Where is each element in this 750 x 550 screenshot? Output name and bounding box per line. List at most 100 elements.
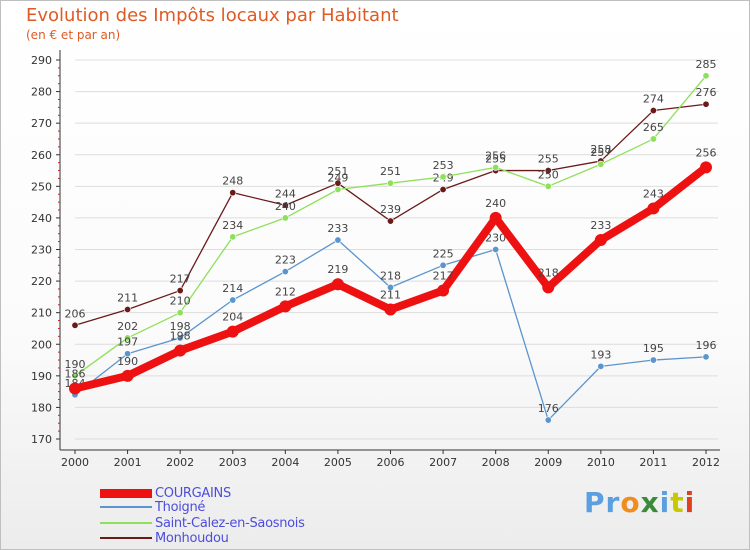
data-point-monhoudou — [229, 189, 237, 197]
legend-label: Saint-Calez-en-Saosnois — [155, 515, 305, 531]
y-tick-label: 200 — [31, 338, 52, 351]
x-tick-label: 2008 — [482, 456, 510, 469]
data-point-saint-calez-en-saosnois — [334, 185, 342, 193]
data-label-monhoudou: 276 — [696, 86, 717, 99]
legend-item-thoigne: Thoigné — [100, 499, 206, 515]
data-point-monhoudou — [176, 287, 184, 295]
legend-label: Thoigné — [155, 499, 206, 515]
data-point-saint-calez-en-saosnois — [439, 173, 447, 181]
data-label-courgains: 190 — [117, 355, 138, 368]
data-point-courgains — [69, 382, 81, 395]
data-label-thoign-: 197 — [117, 336, 138, 349]
data-label-courgains: 198 — [170, 330, 191, 343]
data-point-thoign- — [439, 261, 447, 269]
x-tick-label: 2001 — [114, 456, 142, 469]
data-point-saint-calez-en-saosnois — [124, 334, 132, 342]
data-point-monhoudou — [386, 217, 394, 225]
data-point-monhoudou — [702, 100, 710, 108]
x-tick-label: 2000 — [61, 456, 89, 469]
data-label-monhoudou: 255 — [538, 153, 559, 166]
x-tick-label: 2007 — [429, 456, 457, 469]
data-point-monhoudou — [544, 167, 552, 175]
data-label-monhoudou: 251 — [327, 165, 348, 178]
data-label-monhoudou: 274 — [643, 93, 664, 106]
data-point-saint-calez-en-saosnois — [71, 372, 79, 380]
legend-label: COURGAINS — [155, 485, 231, 501]
logo-part: t — [670, 486, 685, 519]
data-point-monhoudou — [649, 107, 657, 115]
y-tick-label: 260 — [31, 149, 52, 162]
data-label-thoign-: 176 — [538, 402, 559, 415]
data-label-thoign-: 196 — [696, 339, 717, 352]
data-point-saint-calez-en-saosnois — [702, 72, 710, 80]
legend-swatch — [100, 537, 152, 539]
data-label-thoign-: 195 — [643, 342, 664, 355]
data-label-saint-calez-en-saosnois: 249 — [327, 171, 348, 184]
data-point-courgains — [174, 344, 187, 357]
data-label-thoign-: 225 — [433, 247, 454, 260]
data-label-courgains: 212 — [275, 285, 296, 298]
data-point-saint-calez-en-saosnois — [544, 182, 552, 190]
x-tick-label: 2005 — [324, 456, 352, 469]
legend-swatch — [100, 488, 152, 498]
data-label-monhoudou: 248 — [222, 175, 243, 188]
data-point-thoign- — [386, 283, 394, 291]
logo-part: x — [640, 486, 660, 519]
data-label-saint-calez-en-saosnois: 202 — [117, 320, 138, 333]
data-label-courgains: 218 — [538, 266, 559, 279]
legend-item-monhoudou: Monhoudou — [100, 531, 229, 546]
y-tick-label: 250 — [31, 180, 52, 193]
data-point-thoign- — [649, 356, 657, 364]
data-point-saint-calez-en-saosnois — [229, 233, 237, 241]
data-label-saint-calez-en-saosnois: 210 — [170, 295, 191, 308]
x-tick-label: 2003 — [219, 456, 247, 469]
data-label-thoign-: 193 — [590, 348, 611, 361]
data-point-saint-calez-en-saosnois — [176, 309, 184, 317]
data-point-courgains — [594, 234, 607, 247]
x-tick-label: 2004 — [271, 456, 299, 469]
logo-part: i — [684, 486, 696, 519]
y-tick-label: 280 — [31, 86, 52, 99]
data-label-courgains: 204 — [222, 311, 243, 324]
data-label-courgains: 233 — [590, 219, 611, 232]
data-point-saint-calez-en-saosnois — [386, 179, 394, 187]
data-label-saint-calez-en-saosnois: 256 — [485, 149, 506, 162]
data-point-monhoudou — [439, 185, 447, 193]
data-label-monhoudou: 244 — [275, 187, 296, 200]
legend-swatch — [100, 506, 152, 508]
logo-part: o — [620, 486, 641, 519]
chart-subtitle: (en € et par an) — [26, 28, 121, 42]
data-label-monhoudou: 239 — [380, 203, 401, 216]
y-tick-label: 230 — [31, 244, 52, 257]
data-label-saint-calez-en-saosnois: 234 — [222, 219, 243, 232]
data-point-thoign- — [124, 350, 132, 358]
data-point-saint-calez-en-saosnois — [492, 163, 500, 171]
data-point-thoign- — [281, 268, 289, 276]
data-point-saint-calez-en-saosnois — [597, 160, 605, 168]
chart-title: Evolution des Impôts locaux par Habitant — [26, 5, 399, 26]
data-point-thoign- — [597, 362, 605, 370]
data-label-monhoudou: 217 — [170, 273, 191, 286]
data-point-monhoudou — [281, 201, 289, 209]
y-tick-label: 180 — [31, 401, 52, 414]
proxiti-logo: Proxiti — [584, 486, 695, 519]
data-point-courgains — [489, 211, 502, 224]
data-point-monhoudou — [124, 306, 132, 314]
data-label-thoign-: 223 — [275, 254, 296, 267]
data-point-courgains — [437, 284, 450, 297]
data-label-monhoudou: 255 — [485, 153, 506, 166]
data-label-monhoudou: 206 — [65, 307, 86, 320]
data-label-saint-calez-en-saosnois: 251 — [380, 165, 401, 178]
logo-part: i — [659, 486, 671, 519]
chart-plot: 170 180 190 200 210 220 230 240 250 260 270 280 290 2… — [31, 50, 720, 469]
legend-swatch — [100, 522, 152, 524]
data-label-courgains: 243 — [643, 187, 664, 200]
y-tick-label: 290 — [31, 54, 52, 67]
y-tick-label: 240 — [31, 212, 52, 225]
y-tick-label: 210 — [31, 307, 52, 320]
data-label-thoign-: 233 — [327, 222, 348, 235]
y-tick-label: 170 — [31, 433, 52, 446]
data-label-courgains: 211 — [380, 289, 401, 302]
data-label-saint-calez-en-saosnois: 285 — [696, 58, 717, 71]
x-tick-label: 2010 — [587, 456, 615, 469]
